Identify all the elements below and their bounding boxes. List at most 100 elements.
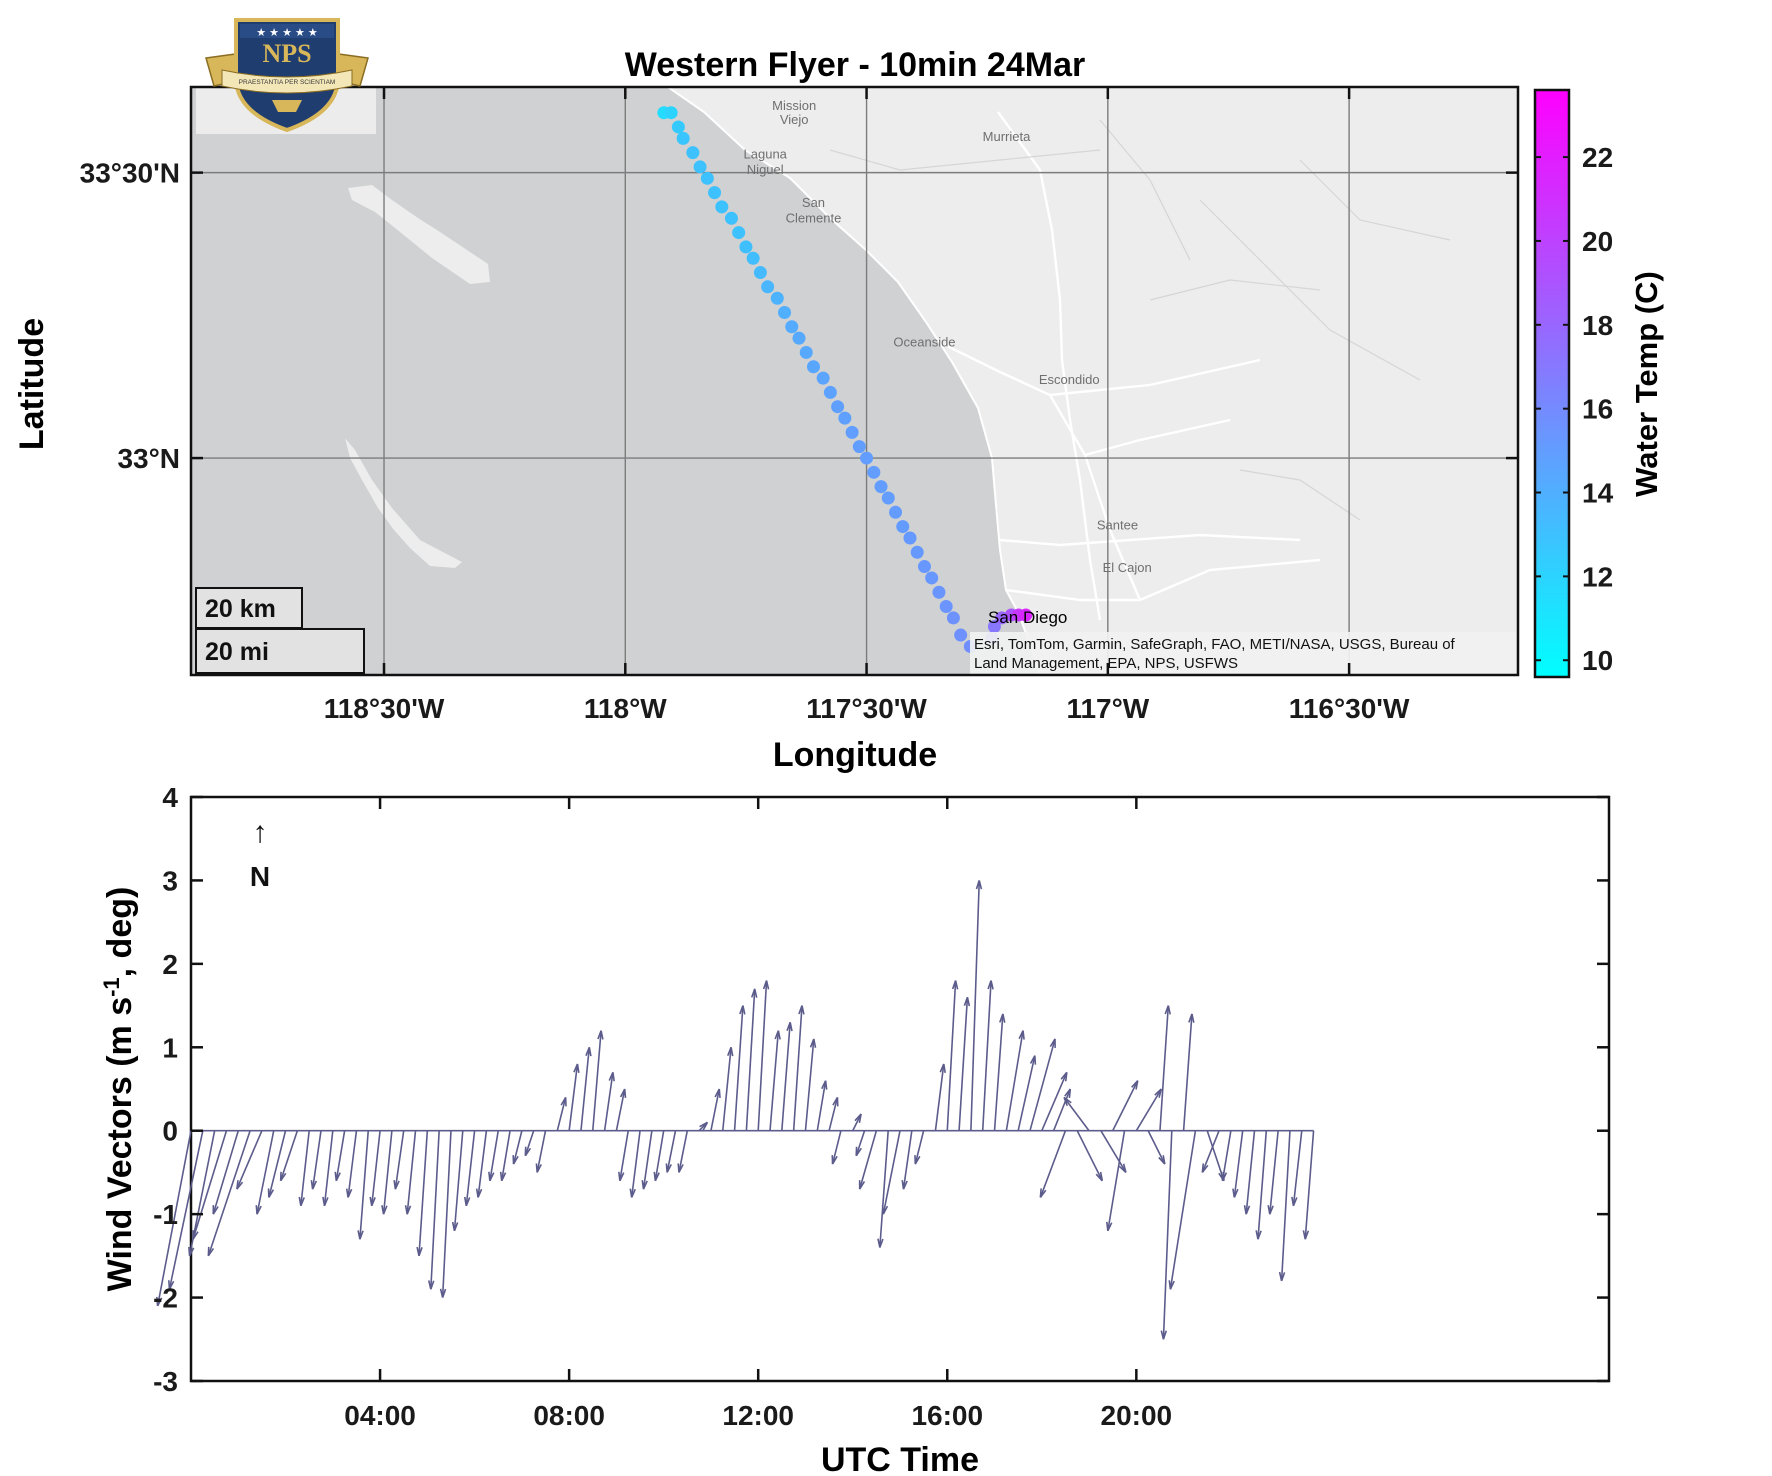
wind-vector (615, 1088, 626, 1131)
wind-vector-head (1106, 1221, 1113, 1232)
track-point (816, 371, 830, 385)
wind-vector (678, 1130, 689, 1173)
roads (944, 111, 1321, 621)
wind-vector (879, 1130, 889, 1248)
wind-vector (993, 1013, 1004, 1131)
wind-xtick-label: 16:00 (911, 1400, 983, 1431)
wind-vector (603, 1072, 614, 1131)
wind-vector-head (1049, 1038, 1056, 1048)
wind-vector (1039, 1130, 1067, 1198)
wind-vector (430, 1130, 440, 1290)
track-point (700, 171, 714, 185)
wind-vector-head (855, 1146, 862, 1157)
map-xlabel: Longitude (773, 736, 937, 774)
wind-vector-head (858, 1180, 866, 1190)
wind-vector (855, 1130, 866, 1156)
wind-vector-head (914, 1155, 921, 1165)
wind-vector (1233, 1130, 1244, 1198)
colorbar-tick-label: 10 (1582, 645, 1613, 676)
map-ylabel: Latitude (13, 318, 51, 450)
wind-vector-head (573, 1063, 580, 1073)
place-label: Niguel (747, 162, 784, 177)
city-label: San Diego (988, 608, 1067, 627)
place-label: Clemente (786, 210, 842, 225)
wind-vector-head (1267, 1205, 1274, 1215)
place-label: San (802, 195, 825, 210)
wind-vector (1221, 1130, 1232, 1181)
wind-vector (1076, 1130, 1103, 1182)
wind-vector-head (369, 1196, 376, 1207)
wind-vector-head (188, 1246, 195, 1257)
track-point (671, 120, 685, 134)
place-label: Oceanside (893, 335, 955, 350)
wind-vector-head (427, 1280, 435, 1290)
track-point (903, 531, 917, 545)
track-point (874, 480, 888, 494)
wind-vector-head (786, 1021, 793, 1032)
track-point (693, 160, 707, 174)
map-ytick-label: 33°30'N (80, 158, 180, 189)
wind-vector (1162, 1130, 1173, 1340)
wind-vector-head (999, 1013, 1006, 1023)
wind-vector (1147, 1130, 1166, 1165)
colorbar-tick-label: 12 (1582, 561, 1613, 592)
track-point (925, 571, 939, 585)
wind-vector (1063, 1096, 1090, 1132)
wind-vector-head (236, 1180, 244, 1190)
logo-stars: ★ ★ ★ ★ ★ (256, 27, 318, 39)
wind-vector (619, 1130, 630, 1181)
wind-vector-head (1243, 1205, 1251, 1215)
wind-xtick-label: 20:00 (1101, 1400, 1173, 1431)
wind-vector (981, 980, 992, 1131)
wind-vector-head (416, 1246, 423, 1257)
wind-vector-head (653, 1171, 660, 1182)
place-label: Viejo (780, 112, 809, 127)
wind-vector (168, 1130, 204, 1290)
wind-vector-head (267, 1188, 275, 1198)
wind-vector-head (255, 1205, 262, 1215)
scalebar-mi-label: 20 mi (205, 638, 269, 666)
wind-vector-head (334, 1171, 341, 1182)
wind-vector (1017, 1055, 1036, 1131)
track-point (939, 599, 953, 613)
wind-vector-head (298, 1196, 305, 1207)
track-point (664, 106, 678, 120)
place-label: Escondido (1039, 372, 1100, 387)
wind-vector (406, 1130, 417, 1215)
track-point (715, 200, 729, 214)
wind-vector-head (1063, 1096, 1072, 1107)
wind-vector-head (207, 1246, 215, 1257)
wind-vector (1182, 1013, 1193, 1131)
logo-banner (221, 69, 353, 94)
mainland (668, 87, 1518, 675)
map-title: Western Flyer - 10min 24Mar (625, 46, 1085, 84)
wind-vector (721, 1047, 732, 1131)
map-xtick-labels: 118°30'W 118°W 117°30'W 117°W 116°30'W (324, 693, 1410, 724)
wind-vector-head (1278, 1271, 1286, 1282)
wind-vector-head (1029, 1055, 1037, 1065)
place-label: Murrieta (983, 129, 1031, 144)
map-xtick-label: 117°30'W (806, 693, 927, 724)
wind-vector-head (762, 980, 770, 990)
wind-vector-head (1131, 1080, 1139, 1090)
track-point (1019, 608, 1033, 622)
wind-vector (1257, 1130, 1268, 1240)
wind-vector (300, 1130, 310, 1206)
wind-vector-head (1255, 1230, 1262, 1240)
wind-vector (1135, 1088, 1163, 1132)
colorbar: 10 12 14 16 18 20 22 Water Temp (C) (1533, 88, 1664, 679)
wind-vector-head (1160, 1330, 1168, 1340)
wind-vector-head (1018, 1030, 1025, 1040)
wind-ytick-label: -2 (153, 1283, 178, 1314)
wind-vector-head (665, 1163, 672, 1173)
track-point (746, 251, 760, 265)
track-point (686, 146, 700, 160)
wind-vector (831, 1130, 842, 1165)
place-label: Mission (772, 98, 816, 113)
track-point (946, 611, 960, 625)
wind-vector (359, 1130, 370, 1240)
wind-ytick-label: -3 (153, 1366, 178, 1397)
